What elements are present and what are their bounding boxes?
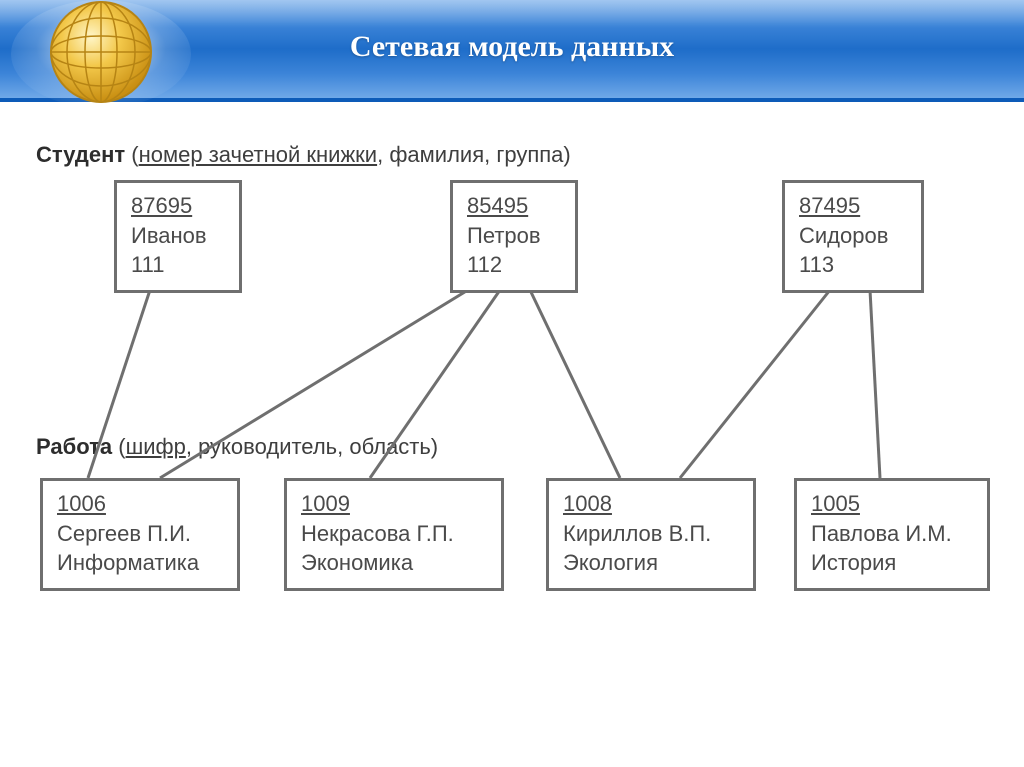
work-node: 1008Кириллов В.П.Экология [546, 478, 756, 591]
section-label-work: Работа (шифр, руководитель, область) [36, 434, 438, 460]
work-prefix: ( [118, 434, 125, 459]
work-node-extra: История [811, 548, 973, 578]
slide-title: Сетевая модель данных [0, 30, 1024, 64]
work-node-key: 1006 [57, 489, 223, 519]
work-node-key: 1008 [563, 489, 739, 519]
student-node-extra: 111 [131, 250, 225, 280]
work-node: 1005Павлова И.М.История [794, 478, 990, 591]
section-label-student: Студент (номер зачетной книжки, фамилия,… [36, 142, 571, 168]
work-node-extra: Экология [563, 548, 739, 578]
work-key: шифр [126, 434, 186, 459]
student-node-extra: 113 [799, 250, 907, 280]
slide-header: Сетевая модель данных [0, 0, 1024, 102]
student-node-key: 87495 [799, 191, 907, 221]
student-node: 87695Иванов111 [114, 180, 242, 293]
work-node-key: 1005 [811, 489, 973, 519]
work-node-name: Кириллов В.П. [563, 519, 739, 549]
student-node: 85495Петров112 [450, 180, 578, 293]
work-node: 1006Сергеев П.И.Информатика [40, 478, 240, 591]
student-node-key: 85495 [467, 191, 561, 221]
work-suffix: , руководитель, область) [186, 434, 438, 459]
work-node-key: 1009 [301, 489, 487, 519]
student-node-name: Петров [467, 221, 561, 251]
student-suffix: , фамилия, группа) [377, 142, 571, 167]
work-node-extra: Экономика [301, 548, 487, 578]
student-node: 87495Сидоров113 [782, 180, 924, 293]
student-bold: Студент [36, 142, 125, 167]
work-node-extra: Информатика [57, 548, 223, 578]
diagram-stage: Студент (номер зачетной книжки, фамилия,… [0, 102, 1024, 767]
work-node-name: Сергеев П.И. [57, 519, 223, 549]
student-node-extra: 112 [467, 250, 561, 280]
work-node-name: Павлова И.М. [811, 519, 973, 549]
edge [530, 290, 620, 478]
work-bold: Работа [36, 434, 112, 459]
work-node: 1009Некрасова Г.П.Экономика [284, 478, 504, 591]
student-node-name: Иванов [131, 221, 225, 251]
student-key: номер зачетной книжки [139, 142, 377, 167]
work-node-name: Некрасова Г.П. [301, 519, 487, 549]
edge [680, 290, 830, 478]
student-node-name: Сидоров [799, 221, 907, 251]
edge [870, 290, 880, 478]
student-node-key: 87695 [131, 191, 225, 221]
student-prefix: ( [131, 142, 138, 167]
